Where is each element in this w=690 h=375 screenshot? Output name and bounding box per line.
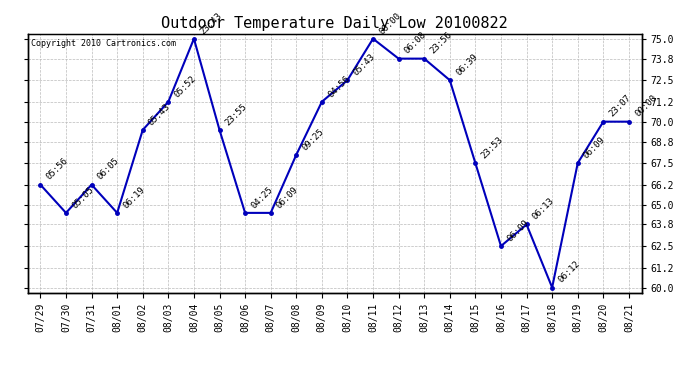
Text: 00:00: 00:00 <box>377 10 402 36</box>
Text: 23:55: 23:55 <box>224 102 249 127</box>
Text: 05:43: 05:43 <box>147 102 172 127</box>
Text: 23:53: 23:53 <box>480 135 505 160</box>
Text: 06:39: 06:39 <box>454 52 480 77</box>
Text: 06:09: 06:09 <box>275 185 300 210</box>
Text: 06:13: 06:13 <box>531 196 556 222</box>
Text: 05:05: 05:05 <box>70 185 95 210</box>
Title: Outdoor Temperature Daily Low 20100822: Outdoor Temperature Daily Low 20100822 <box>161 16 508 31</box>
Text: 04:56: 04:56 <box>326 74 351 99</box>
Text: 23:07: 23:07 <box>607 93 633 119</box>
Text: 06:05: 06:05 <box>96 156 121 182</box>
Text: 06:09: 06:09 <box>505 218 531 243</box>
Text: 23:43: 23:43 <box>198 10 224 36</box>
Text: 00:00: 00:00 <box>633 93 658 119</box>
Text: 05:52: 05:52 <box>172 74 198 99</box>
Text: Copyright 2010 Cartronics.com: Copyright 2010 Cartronics.com <box>30 39 176 48</box>
Text: 06:19: 06:19 <box>121 185 147 210</box>
Text: 05:56: 05:56 <box>45 156 70 182</box>
Text: 09:25: 09:25 <box>300 127 326 152</box>
Text: 05:43: 05:43 <box>352 52 377 77</box>
Text: 23:56: 23:56 <box>428 30 454 56</box>
Text: 06:08: 06:08 <box>403 30 428 56</box>
Text: 06:09: 06:09 <box>582 135 607 160</box>
Text: 04:25: 04:25 <box>249 185 275 210</box>
Text: 06:12: 06:12 <box>556 260 582 285</box>
